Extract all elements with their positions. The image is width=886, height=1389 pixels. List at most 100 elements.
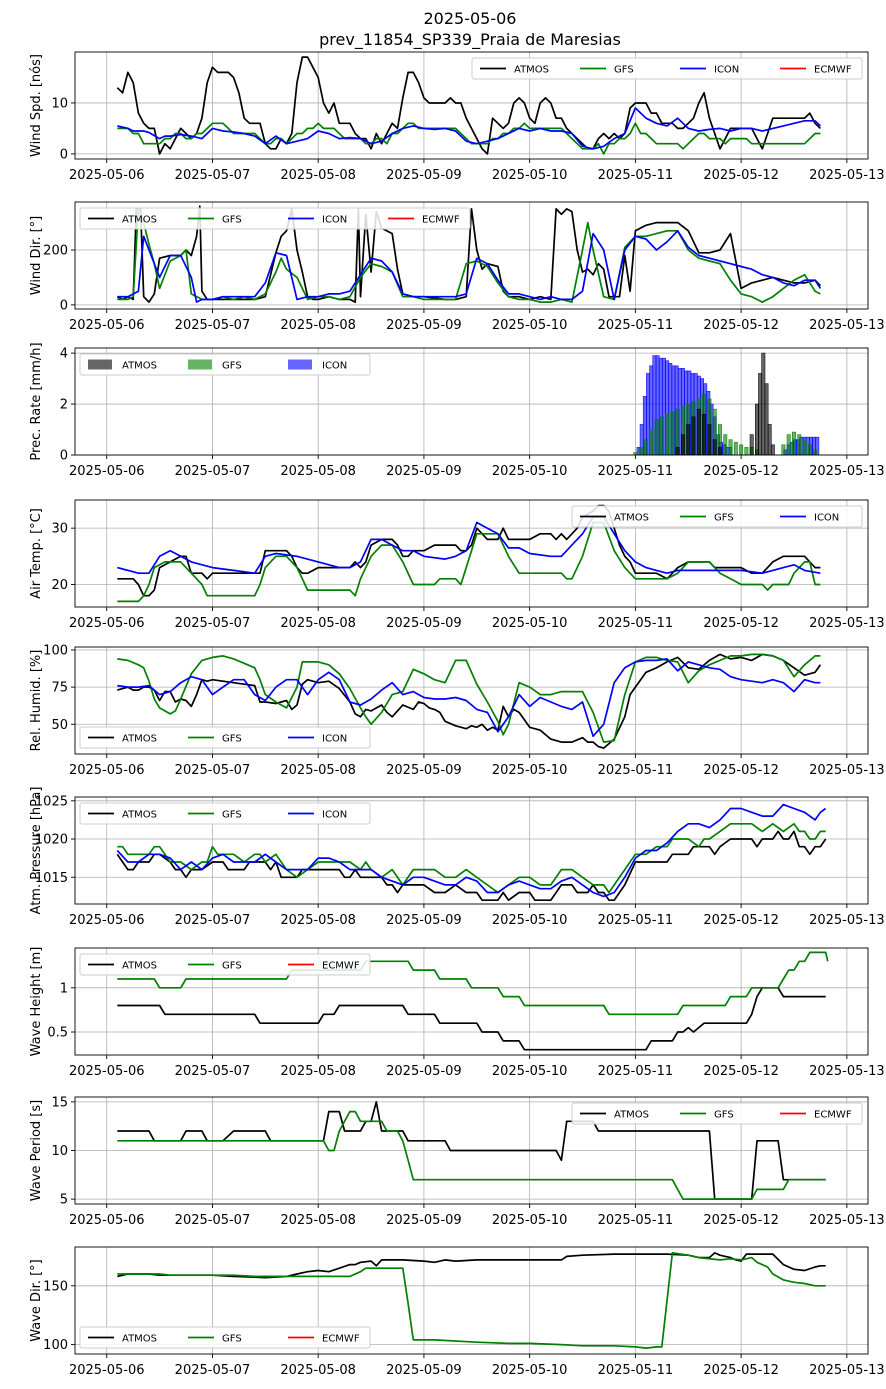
y-tick-label: 0 — [60, 449, 68, 464]
series-gfs-line — [117, 122, 821, 155]
axes-frame — [74, 947, 869, 1056]
legend-box — [79, 726, 371, 749]
axes-frame — [74, 796, 869, 905]
x-tick-label: 2025-05-09 — [386, 1363, 462, 1378]
x-tick-label: 2025-05-13 — [809, 464, 885, 479]
x-tick-label: 2025-05-08 — [280, 168, 356, 183]
series-icon-line — [117, 229, 822, 303]
legend-label-atmos: ATMOS — [122, 810, 157, 821]
legend-box — [571, 505, 863, 528]
subplot-9: 100 150 2025-05-06 2025-05-07 2025-05-08 2025… — [29, 1246, 885, 1378]
legend-label-gfs: GFS — [222, 961, 242, 972]
bar-gfs — [723, 434, 728, 455]
legend-box — [79, 353, 371, 376]
plot-area — [117, 951, 829, 1051]
series-atmos-line — [116, 56, 821, 155]
subplot-7: 0.5 1 2025-05-06 2025-05-07 2025-05-08 2025-0… — [29, 947, 885, 1079]
x-tick-label: 2025-05-11 — [598, 763, 674, 778]
x-tick-label: 2025-05-11 — [598, 616, 674, 631]
x-tick-label: 2025-05-10 — [492, 464, 568, 479]
x-tick-label: 2025-05-10 — [492, 1213, 568, 1228]
bar-atmos — [758, 373, 763, 455]
series-gfs-line — [117, 1252, 826, 1349]
series-gfs-line — [117, 822, 826, 894]
x-tick-label: 2025-05-06 — [69, 763, 145, 778]
x-tick-label: 2025-05-06 — [69, 464, 145, 479]
legend-label-atmos: ATMOS — [122, 1334, 157, 1345]
y-tick-label: 75 — [51, 681, 68, 696]
bar-atmos — [749, 434, 754, 455]
x-tick-label: 2025-05-10 — [492, 763, 568, 778]
x-tick-label: 2025-05-11 — [598, 318, 674, 333]
y-tick-label: 1015 — [35, 871, 68, 886]
legend: ATMOS GFS ICON — [79, 353, 371, 376]
x-tick-label: 2025-05-13 — [809, 318, 885, 333]
legend-box — [79, 207, 471, 230]
series-gfs-line — [117, 1110, 826, 1200]
bar-gfs — [739, 444, 744, 455]
y-axis-label: Wave Height [m] — [29, 947, 44, 1057]
x-tick-label: 2025-05-06 — [69, 1363, 145, 1378]
x-tick-label: 2025-05-08 — [280, 318, 356, 333]
series-atmos-line — [117, 986, 826, 1051]
y-tick-label: 20 — [51, 578, 68, 593]
bar-gfs — [654, 419, 659, 455]
bar-gfs — [638, 447, 643, 455]
legend-label-icon: ICON — [322, 215, 347, 226]
legend-box — [571, 1102, 863, 1125]
x-tick-label: 2025-05-08 — [280, 913, 356, 928]
y-tick-label: 200 — [43, 244, 68, 259]
legend-label-atmos: ATMOS — [122, 361, 157, 372]
x-tick-label: 2025-05-11 — [598, 168, 674, 183]
legend-label-atmos: ATMOS — [122, 734, 157, 745]
y-tick-label: 0 — [60, 298, 68, 313]
x-tick-label: 2025-05-12 — [703, 763, 779, 778]
bar-gfs — [802, 439, 807, 455]
series-gfs-line — [117, 521, 821, 603]
y-axis-label: Wave Period [s] — [29, 1100, 44, 1201]
x-tick-label: 2025-05-13 — [809, 1213, 885, 1228]
legend: ATMOS GFS ICON — [571, 505, 863, 528]
x-tick-label: 2025-05-10 — [492, 1064, 568, 1079]
x-tick-label: 2025-05-06 — [69, 913, 145, 928]
y-tick-label: 50 — [51, 718, 68, 733]
x-tick-label: 2025-05-07 — [175, 318, 251, 333]
x-tick-label: 2025-05-12 — [703, 913, 779, 928]
bar-atmos — [702, 413, 707, 455]
bar-atmos — [675, 447, 680, 455]
bar-gfs — [659, 416, 664, 455]
x-tick-label: 2025-05-11 — [598, 464, 674, 479]
bar-gfs — [670, 411, 675, 455]
legend: ATMOS GFS ICON — [79, 802, 371, 825]
axes-frame — [74, 646, 869, 755]
figure-title: 2025-05-06 — [424, 9, 517, 28]
y-tick-label: 0.5 — [47, 1026, 68, 1041]
y-tick-label: 1020 — [35, 833, 68, 848]
x-tick-label: 2025-05-10 — [492, 913, 568, 928]
legend-box — [79, 1326, 371, 1349]
x-tick-label: 2025-05-12 — [703, 168, 779, 183]
bar-gfs — [807, 444, 812, 455]
bar-gfs — [633, 452, 638, 455]
legend-swatch-gfs — [188, 359, 212, 370]
y-axis-label: Atm. Pressure [hPa] — [29, 787, 44, 915]
bar-gfs — [681, 406, 685, 455]
x-tick-label: 2025-05-07 — [175, 1064, 251, 1079]
bar-gfs — [781, 444, 786, 455]
legend-label-icon: ICON — [322, 810, 347, 821]
legend-label-gfs: GFS — [222, 361, 242, 372]
x-tick-label: 2025-05-13 — [809, 168, 885, 183]
x-tick-label: 2025-05-08 — [280, 1213, 356, 1228]
bar-gfs — [744, 447, 749, 455]
legend-label-atmos: ATMOS — [614, 1110, 649, 1121]
x-tick-label: 2025-05-10 — [492, 168, 568, 183]
y-tick-label: 0 — [60, 147, 68, 162]
x-tick-label: 2025-05-10 — [492, 1363, 568, 1378]
plot-area — [116, 56, 821, 155]
y-tick-label: 1025 — [35, 794, 68, 809]
y-axis-label: Wave Dir. [°] — [29, 1259, 44, 1342]
legend-box — [79, 953, 371, 976]
bar-atmos — [755, 403, 759, 455]
legend-box — [471, 57, 863, 80]
